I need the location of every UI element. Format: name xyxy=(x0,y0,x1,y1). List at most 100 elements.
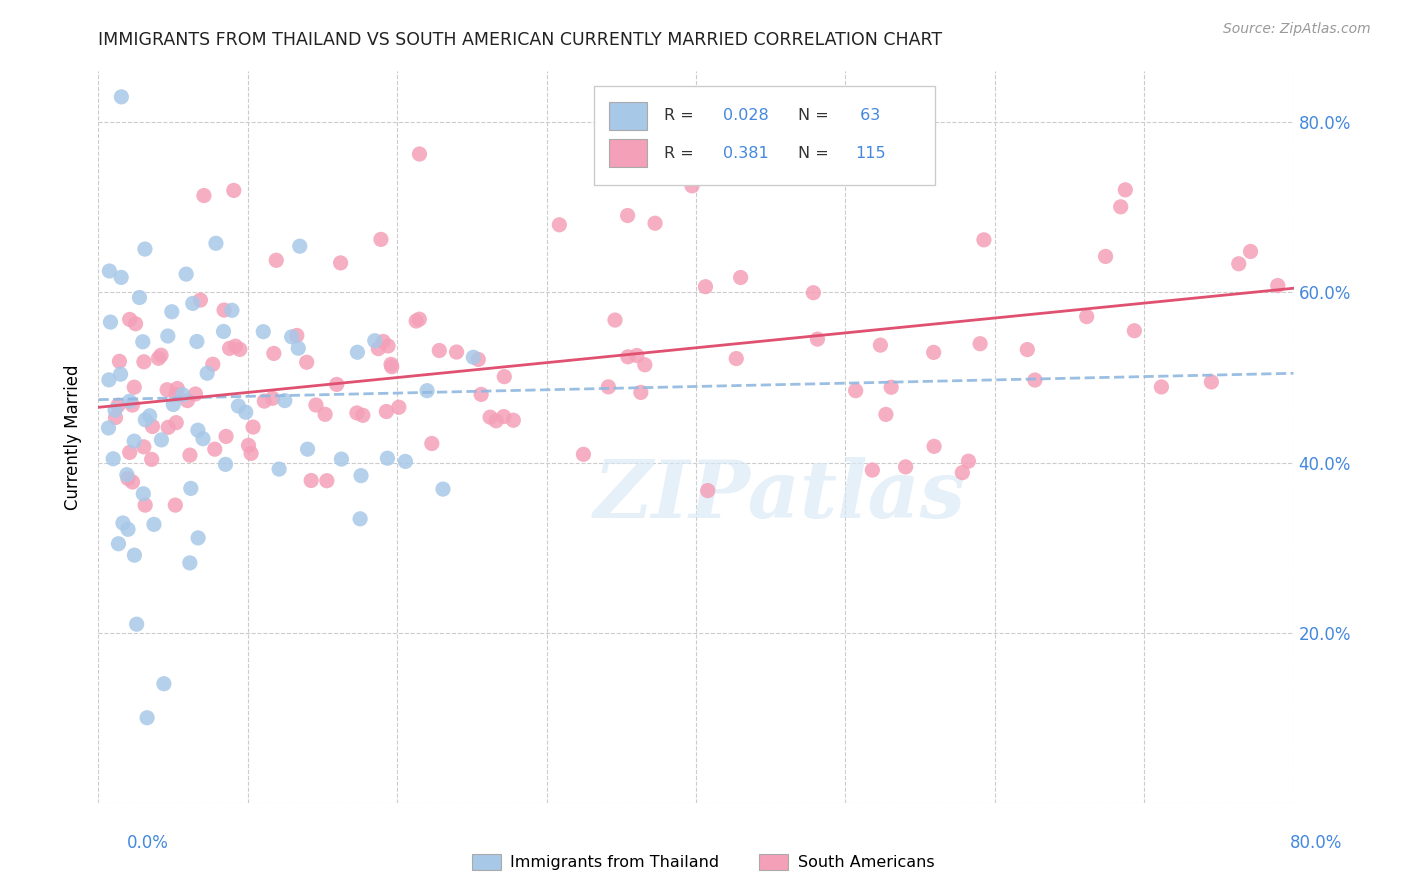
Point xyxy=(124,548,146,562)
Point xyxy=(285,328,308,343)
Point xyxy=(845,384,868,398)
Point xyxy=(725,351,748,366)
Point xyxy=(630,385,652,400)
Point xyxy=(212,325,235,339)
Point xyxy=(894,459,917,474)
Point xyxy=(176,393,198,408)
Point xyxy=(492,409,515,424)
Point xyxy=(134,498,156,512)
Point xyxy=(470,387,492,401)
Point xyxy=(263,346,285,360)
Point xyxy=(280,330,302,344)
Point xyxy=(922,439,945,453)
Point xyxy=(950,466,973,480)
Point xyxy=(922,345,945,359)
Point xyxy=(107,537,129,551)
Point xyxy=(110,90,132,104)
Point xyxy=(494,369,516,384)
Point xyxy=(222,183,245,197)
Point xyxy=(141,452,163,467)
Point xyxy=(1114,183,1136,197)
Point xyxy=(204,442,226,457)
Point xyxy=(107,398,129,412)
Point xyxy=(634,358,657,372)
Point xyxy=(205,236,228,251)
Point xyxy=(346,406,368,420)
Point xyxy=(184,387,207,401)
Point xyxy=(150,433,173,447)
Point xyxy=(806,332,828,346)
Point xyxy=(695,279,717,293)
Point xyxy=(364,334,387,348)
Point xyxy=(110,368,132,382)
Point xyxy=(180,482,202,496)
Text: 0.0%: 0.0% xyxy=(127,834,169,852)
Point xyxy=(957,454,980,468)
Point xyxy=(214,458,236,472)
Point xyxy=(299,474,322,488)
Point xyxy=(187,531,209,545)
Point xyxy=(1024,373,1046,387)
Point xyxy=(420,436,443,450)
Point xyxy=(108,354,131,368)
Text: ZIPatlas: ZIPatlas xyxy=(593,457,966,534)
Point xyxy=(215,429,238,443)
Point xyxy=(388,401,411,415)
Point xyxy=(157,420,180,434)
Point xyxy=(201,357,224,371)
Point xyxy=(150,348,173,362)
FancyBboxPatch shape xyxy=(609,139,647,167)
Point xyxy=(228,399,250,413)
Text: N =: N = xyxy=(797,145,834,161)
Text: 0.028: 0.028 xyxy=(724,109,769,123)
Point xyxy=(288,239,311,253)
Point xyxy=(110,270,132,285)
Point xyxy=(262,392,284,406)
Point xyxy=(97,421,120,435)
Point xyxy=(181,296,204,310)
Text: 115: 115 xyxy=(855,145,886,161)
Point xyxy=(1267,278,1289,293)
Point xyxy=(122,380,145,394)
Text: R =: R = xyxy=(664,109,699,123)
Point xyxy=(394,454,416,468)
Point xyxy=(100,315,122,329)
Point xyxy=(148,351,170,366)
Point xyxy=(973,233,995,247)
Point xyxy=(598,380,620,394)
Point xyxy=(121,475,143,489)
Point xyxy=(427,343,450,358)
Point xyxy=(156,383,179,397)
Point xyxy=(242,420,264,434)
Point xyxy=(381,359,404,374)
Point xyxy=(240,446,263,460)
Point xyxy=(408,312,430,326)
Point xyxy=(165,387,187,401)
Point xyxy=(875,408,897,422)
Point xyxy=(274,393,297,408)
Point xyxy=(162,397,184,411)
Point xyxy=(380,357,402,371)
Point xyxy=(193,188,215,202)
Point xyxy=(287,341,309,355)
Point xyxy=(138,409,160,423)
Point xyxy=(166,382,188,396)
Point xyxy=(238,438,260,452)
Point xyxy=(370,232,392,246)
Point xyxy=(179,448,201,462)
Point xyxy=(1150,380,1173,394)
Point xyxy=(190,293,212,307)
Point xyxy=(352,409,374,423)
Point xyxy=(122,434,145,449)
Point xyxy=(681,178,703,193)
Point xyxy=(375,404,398,418)
Point xyxy=(446,345,468,359)
Point xyxy=(191,432,214,446)
Point xyxy=(297,442,319,457)
Point xyxy=(153,677,176,691)
Point xyxy=(117,522,139,536)
Point xyxy=(377,339,399,353)
Point xyxy=(696,483,718,498)
Text: 63: 63 xyxy=(855,109,880,123)
Point xyxy=(502,413,524,427)
